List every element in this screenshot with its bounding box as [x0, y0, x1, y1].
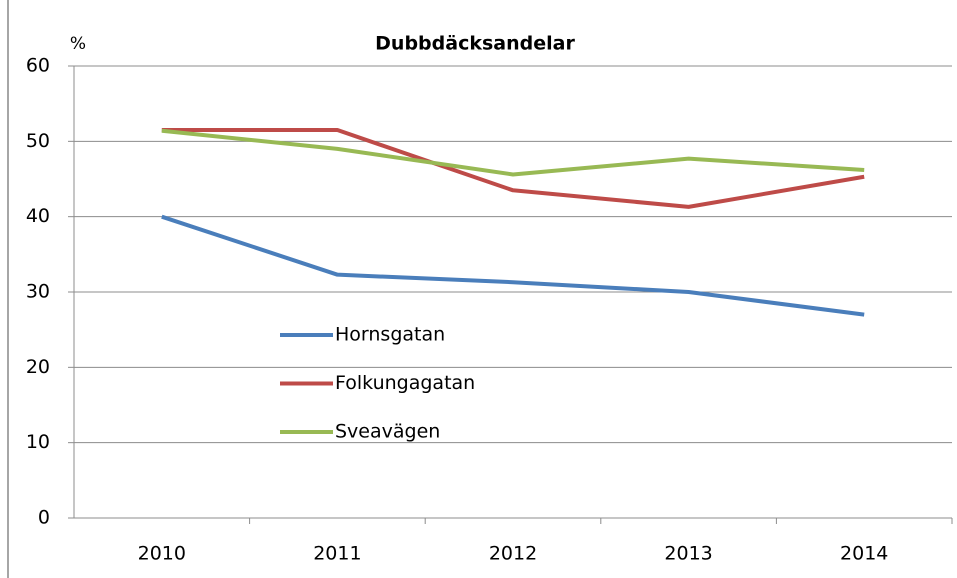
legend-label: Folkungagatan [335, 372, 475, 394]
x-tick-label: 2010 [138, 543, 186, 565]
y-tick-label: 30 [26, 281, 50, 303]
legend-label: Hornsgatan [335, 324, 445, 346]
x-tick-label: 2012 [489, 543, 537, 565]
data-line [161, 214, 865, 317]
x-tick-label: 2014 [840, 543, 888, 565]
y-tick-label: 10 [26, 431, 50, 453]
legend-label: Sveavägen [335, 421, 440, 443]
y-tick-label: 20 [26, 356, 50, 378]
data-line [161, 128, 865, 177]
chart-title: Dubbdäcksandelar [375, 33, 575, 55]
y-tick-label: 40 [26, 205, 50, 227]
y-tick-label: 60 [26, 55, 50, 77]
data-line [161, 128, 865, 209]
y-axis-label: % [70, 34, 86, 54]
x-tick-label: 2011 [313, 543, 361, 565]
x-tick-label: 2013 [664, 543, 712, 565]
y-tick-label: 50 [26, 130, 50, 152]
y-tick-label: 0 [38, 507, 50, 529]
